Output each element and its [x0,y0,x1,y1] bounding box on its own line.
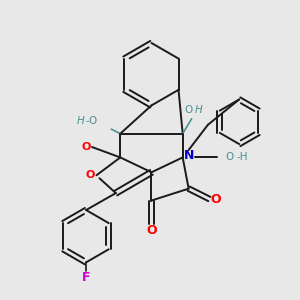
Text: O: O [81,142,91,152]
Text: -O: -O [86,116,98,126]
Text: O: O [210,193,221,206]
Text: O: O [146,224,157,237]
Text: H: H [195,106,203,116]
Text: F: F [82,271,90,284]
Text: -H: -H [236,152,248,162]
Text: H: H [76,116,84,126]
Text: O: O [86,170,95,180]
Text: O: O [226,152,234,162]
Text: N: N [184,149,194,162]
Text: O: O [184,106,192,116]
